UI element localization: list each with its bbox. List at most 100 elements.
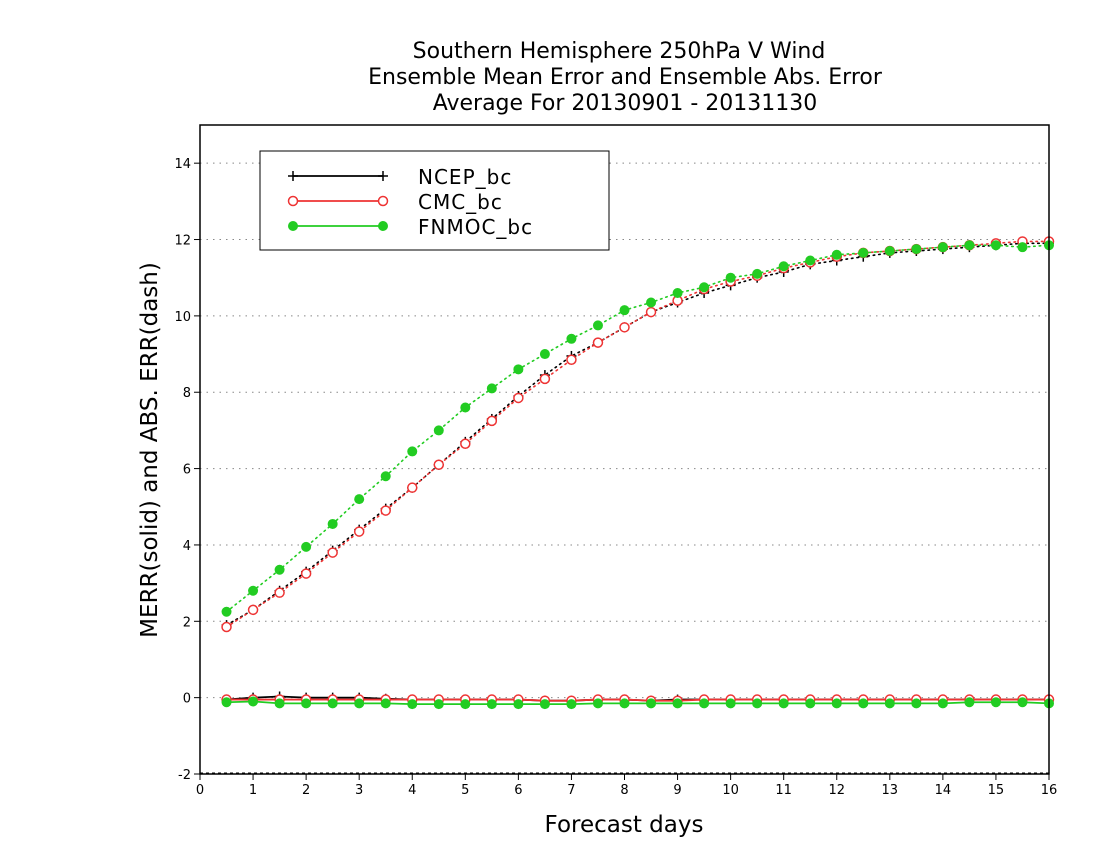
x-tick-label: 3 — [355, 783, 363, 798]
mean-err-point — [380, 698, 391, 709]
chart-title: Southern Hemisphere 250hPa V Wind Ensemb… — [368, 39, 883, 116]
abs-err-point — [990, 240, 1001, 251]
y-tick-label: 14 — [174, 157, 191, 172]
series-CMC_bc — [221, 236, 1055, 706]
abs-err-point — [805, 255, 816, 266]
abs-err-point — [1017, 242, 1028, 253]
abs-err-point — [274, 587, 285, 598]
y-tick-label: 6 — [183, 463, 191, 478]
y-tick-label: 12 — [174, 234, 191, 249]
abs-err-point — [221, 606, 232, 617]
y-tick-label: 4 — [183, 539, 191, 554]
abs-err-point — [646, 297, 657, 308]
legend-marker — [378, 171, 388, 181]
mean-err-point — [964, 697, 975, 708]
abs-err-line — [225, 242, 1050, 626]
legend-item: NCEP_bc — [288, 165, 512, 189]
mean-err-point — [911, 698, 922, 709]
legend-item: CMC_bc — [287, 190, 503, 214]
x-tick-label: 9 — [673, 783, 681, 798]
mean-err-point — [327, 698, 338, 709]
abs-err-point — [327, 547, 338, 558]
abs-err-point — [353, 526, 365, 537]
legend-label: CMC_bc — [418, 190, 503, 214]
series-NCEP_bc — [221, 238, 1054, 706]
abs-err-point — [433, 459, 445, 471]
legend-marker — [288, 171, 298, 181]
abs-err-point — [248, 585, 259, 596]
abs-err-point — [645, 306, 657, 318]
abs-err-point — [725, 272, 736, 283]
abs-err-point — [539, 373, 551, 385]
mean-err-point — [752, 698, 763, 709]
x-tick-label: 2 — [302, 783, 310, 798]
abs-err-point — [911, 244, 922, 255]
legend-marker — [288, 221, 298, 231]
abs-err-point — [460, 438, 471, 450]
x-tick-label: 4 — [408, 783, 416, 798]
abs-err-point — [301, 541, 312, 552]
abs-err-point — [513, 392, 524, 404]
y-tick-label: 10 — [174, 310, 191, 325]
x-tick-label: 1 — [249, 783, 257, 798]
abs-err-point — [407, 446, 418, 457]
abs-err-point — [354, 494, 365, 505]
mean-err-point — [248, 696, 259, 707]
mean-err-point — [354, 698, 365, 709]
y-tick-label: -2 — [178, 768, 191, 783]
mean-err-point — [274, 698, 285, 709]
x-tick-label: 13 — [882, 783, 899, 798]
abs-err-point — [672, 287, 683, 298]
x-tick-label: 5 — [461, 783, 469, 798]
x-axis-label: Forecast days — [545, 812, 704, 838]
abs-err-point — [274, 564, 285, 575]
mean-err-point — [831, 698, 842, 709]
abs-err-point — [831, 249, 842, 260]
abs-err-point — [221, 621, 232, 633]
legend-label: NCEP_bc — [418, 165, 512, 189]
abs-err-line — [225, 240, 1050, 628]
mean-err-point — [858, 698, 869, 709]
mean-err-point — [646, 698, 657, 709]
mean-err-point — [566, 699, 577, 710]
abs-err-point — [513, 364, 524, 375]
x-tick-label: 15 — [988, 783, 1005, 798]
mean-err-point — [539, 699, 550, 710]
mean-err-point — [433, 699, 444, 710]
legend-label: FNMOC_bc — [418, 215, 533, 239]
chart-title-line-3: Average For 20130901 - 20131130 — [433, 91, 818, 116]
y-tick-label: 2 — [183, 615, 191, 630]
abs-err-point — [964, 240, 975, 251]
abs-err-point — [247, 604, 259, 616]
x-tick-label: 7 — [567, 783, 575, 798]
chart-title-line-2: Ensemble Mean Error and Ensemble Abs. Er… — [368, 65, 883, 90]
abs-err-point — [486, 383, 497, 394]
abs-err-point — [858, 247, 869, 258]
x-tick-label: 0 — [196, 783, 204, 798]
abs-err-point — [300, 568, 312, 579]
x-tick-label: 6 — [514, 783, 522, 798]
mean-err-point — [672, 698, 683, 709]
x-tick-label: 16 — [1041, 783, 1058, 798]
x-tick-label: 8 — [620, 783, 628, 798]
abs-err-point — [380, 471, 391, 482]
x-tick-label: 10 — [722, 783, 739, 798]
abs-err-point — [407, 482, 418, 493]
mean-err-point — [884, 698, 895, 709]
series-layer — [221, 236, 1055, 710]
legend-marker — [287, 195, 299, 207]
abs-err-point — [937, 242, 948, 253]
mean-err-point — [619, 698, 630, 709]
mean-err-point — [301, 698, 312, 709]
x-tick-label: 11 — [775, 783, 792, 798]
mean-err-line — [226, 698, 1049, 702]
mean-err-point — [778, 698, 789, 709]
mean-err-point — [990, 697, 1001, 708]
legend-marker — [378, 221, 388, 231]
abs-err-point — [433, 425, 444, 436]
mean-err-line — [226, 700, 1050, 706]
x-tick-label: 14 — [935, 783, 952, 798]
abs-err-point — [699, 282, 710, 293]
